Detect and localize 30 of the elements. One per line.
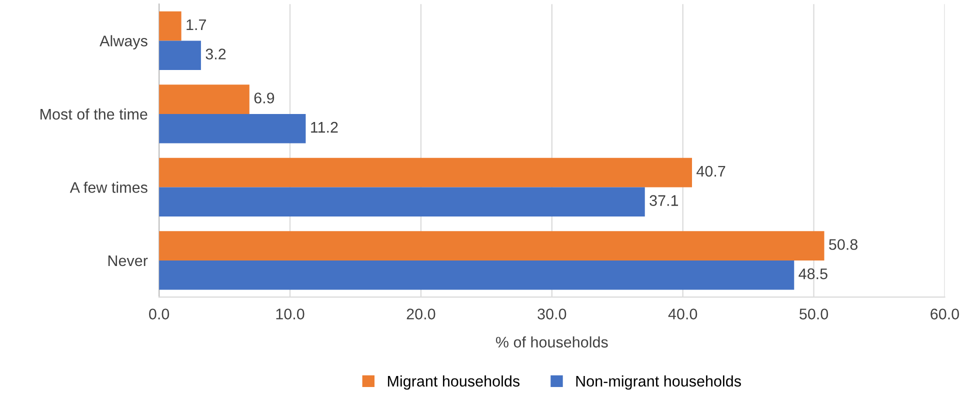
bar [159, 40, 201, 70]
legend-label: Non-migrant households [576, 375, 741, 390]
data-label: 37.1 [650, 195, 678, 206]
data-label: 6.9 [254, 92, 274, 104]
x-tick-label: 40.0 [668, 308, 698, 320]
bar [159, 260, 794, 290]
x-tick-label: 10.0 [276, 308, 304, 320]
bar [159, 84, 250, 114]
bar [159, 158, 692, 188]
y-tick-label: Never [108, 256, 148, 266]
bar [159, 11, 182, 41]
x-tick-label: 50.0 [800, 308, 828, 320]
bar [159, 187, 645, 217]
x-tick-label: 60.0 [930, 308, 959, 320]
data-label: 11.2 [311, 122, 338, 133]
x-axis-title: % of households [496, 336, 608, 348]
y-tick-label: Most of the time [40, 108, 148, 120]
legend-label: Migrant households [388, 375, 520, 390]
y-tick-label: A few times [70, 182, 148, 193]
data-label: 40.7 [696, 166, 726, 177]
x-tick-label: 30.0 [538, 308, 566, 320]
data-label: 1.7 [186, 19, 206, 30]
bar [159, 114, 306, 144]
x-tick-label: 0.0 [149, 308, 170, 320]
bar [159, 231, 824, 260]
data-label: 3.2 [206, 48, 226, 60]
x-tick-label: 20.0 [406, 308, 436, 320]
data-label: 50.8 [829, 239, 858, 250]
y-tick-label: Always [100, 35, 148, 50]
data-label: 48.5 [798, 268, 828, 280]
